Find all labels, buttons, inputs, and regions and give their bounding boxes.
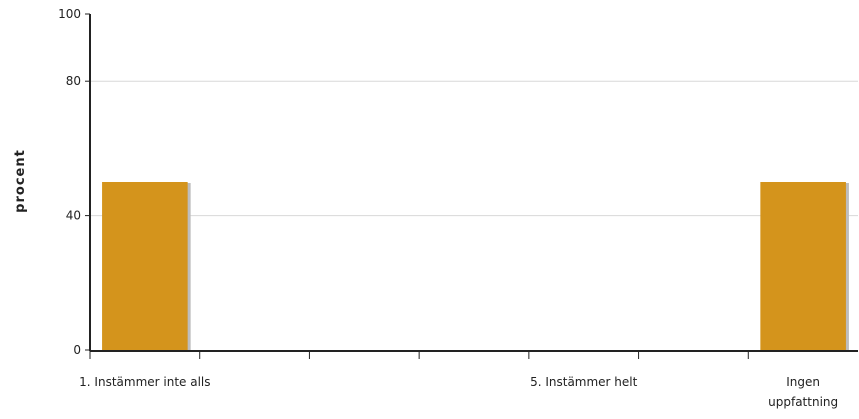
- bar: [102, 182, 188, 350]
- x-tick-label: Ingen: [786, 375, 820, 389]
- bar: [760, 182, 846, 350]
- y-tick-label: 80: [66, 74, 81, 88]
- labels: 0 40 80 100 1. Instämmer inte alls 5. Instämm…: [58, 7, 838, 409]
- y-tick-label: 0: [73, 343, 81, 357]
- y-tick-label: 100: [58, 7, 81, 21]
- y-tick-label: 40: [66, 209, 81, 223]
- axes: [85, 13, 858, 359]
- x-tick-label: uppfattning: [768, 395, 838, 409]
- gridlines: [90, 80, 858, 217]
- x-tick-label: 5. Instämmer helt: [530, 375, 638, 389]
- y-axis-label: procent: [13, 149, 28, 213]
- bars: [102, 182, 849, 350]
- x-tick-label: 1. Instämmer inte alls: [79, 375, 210, 389]
